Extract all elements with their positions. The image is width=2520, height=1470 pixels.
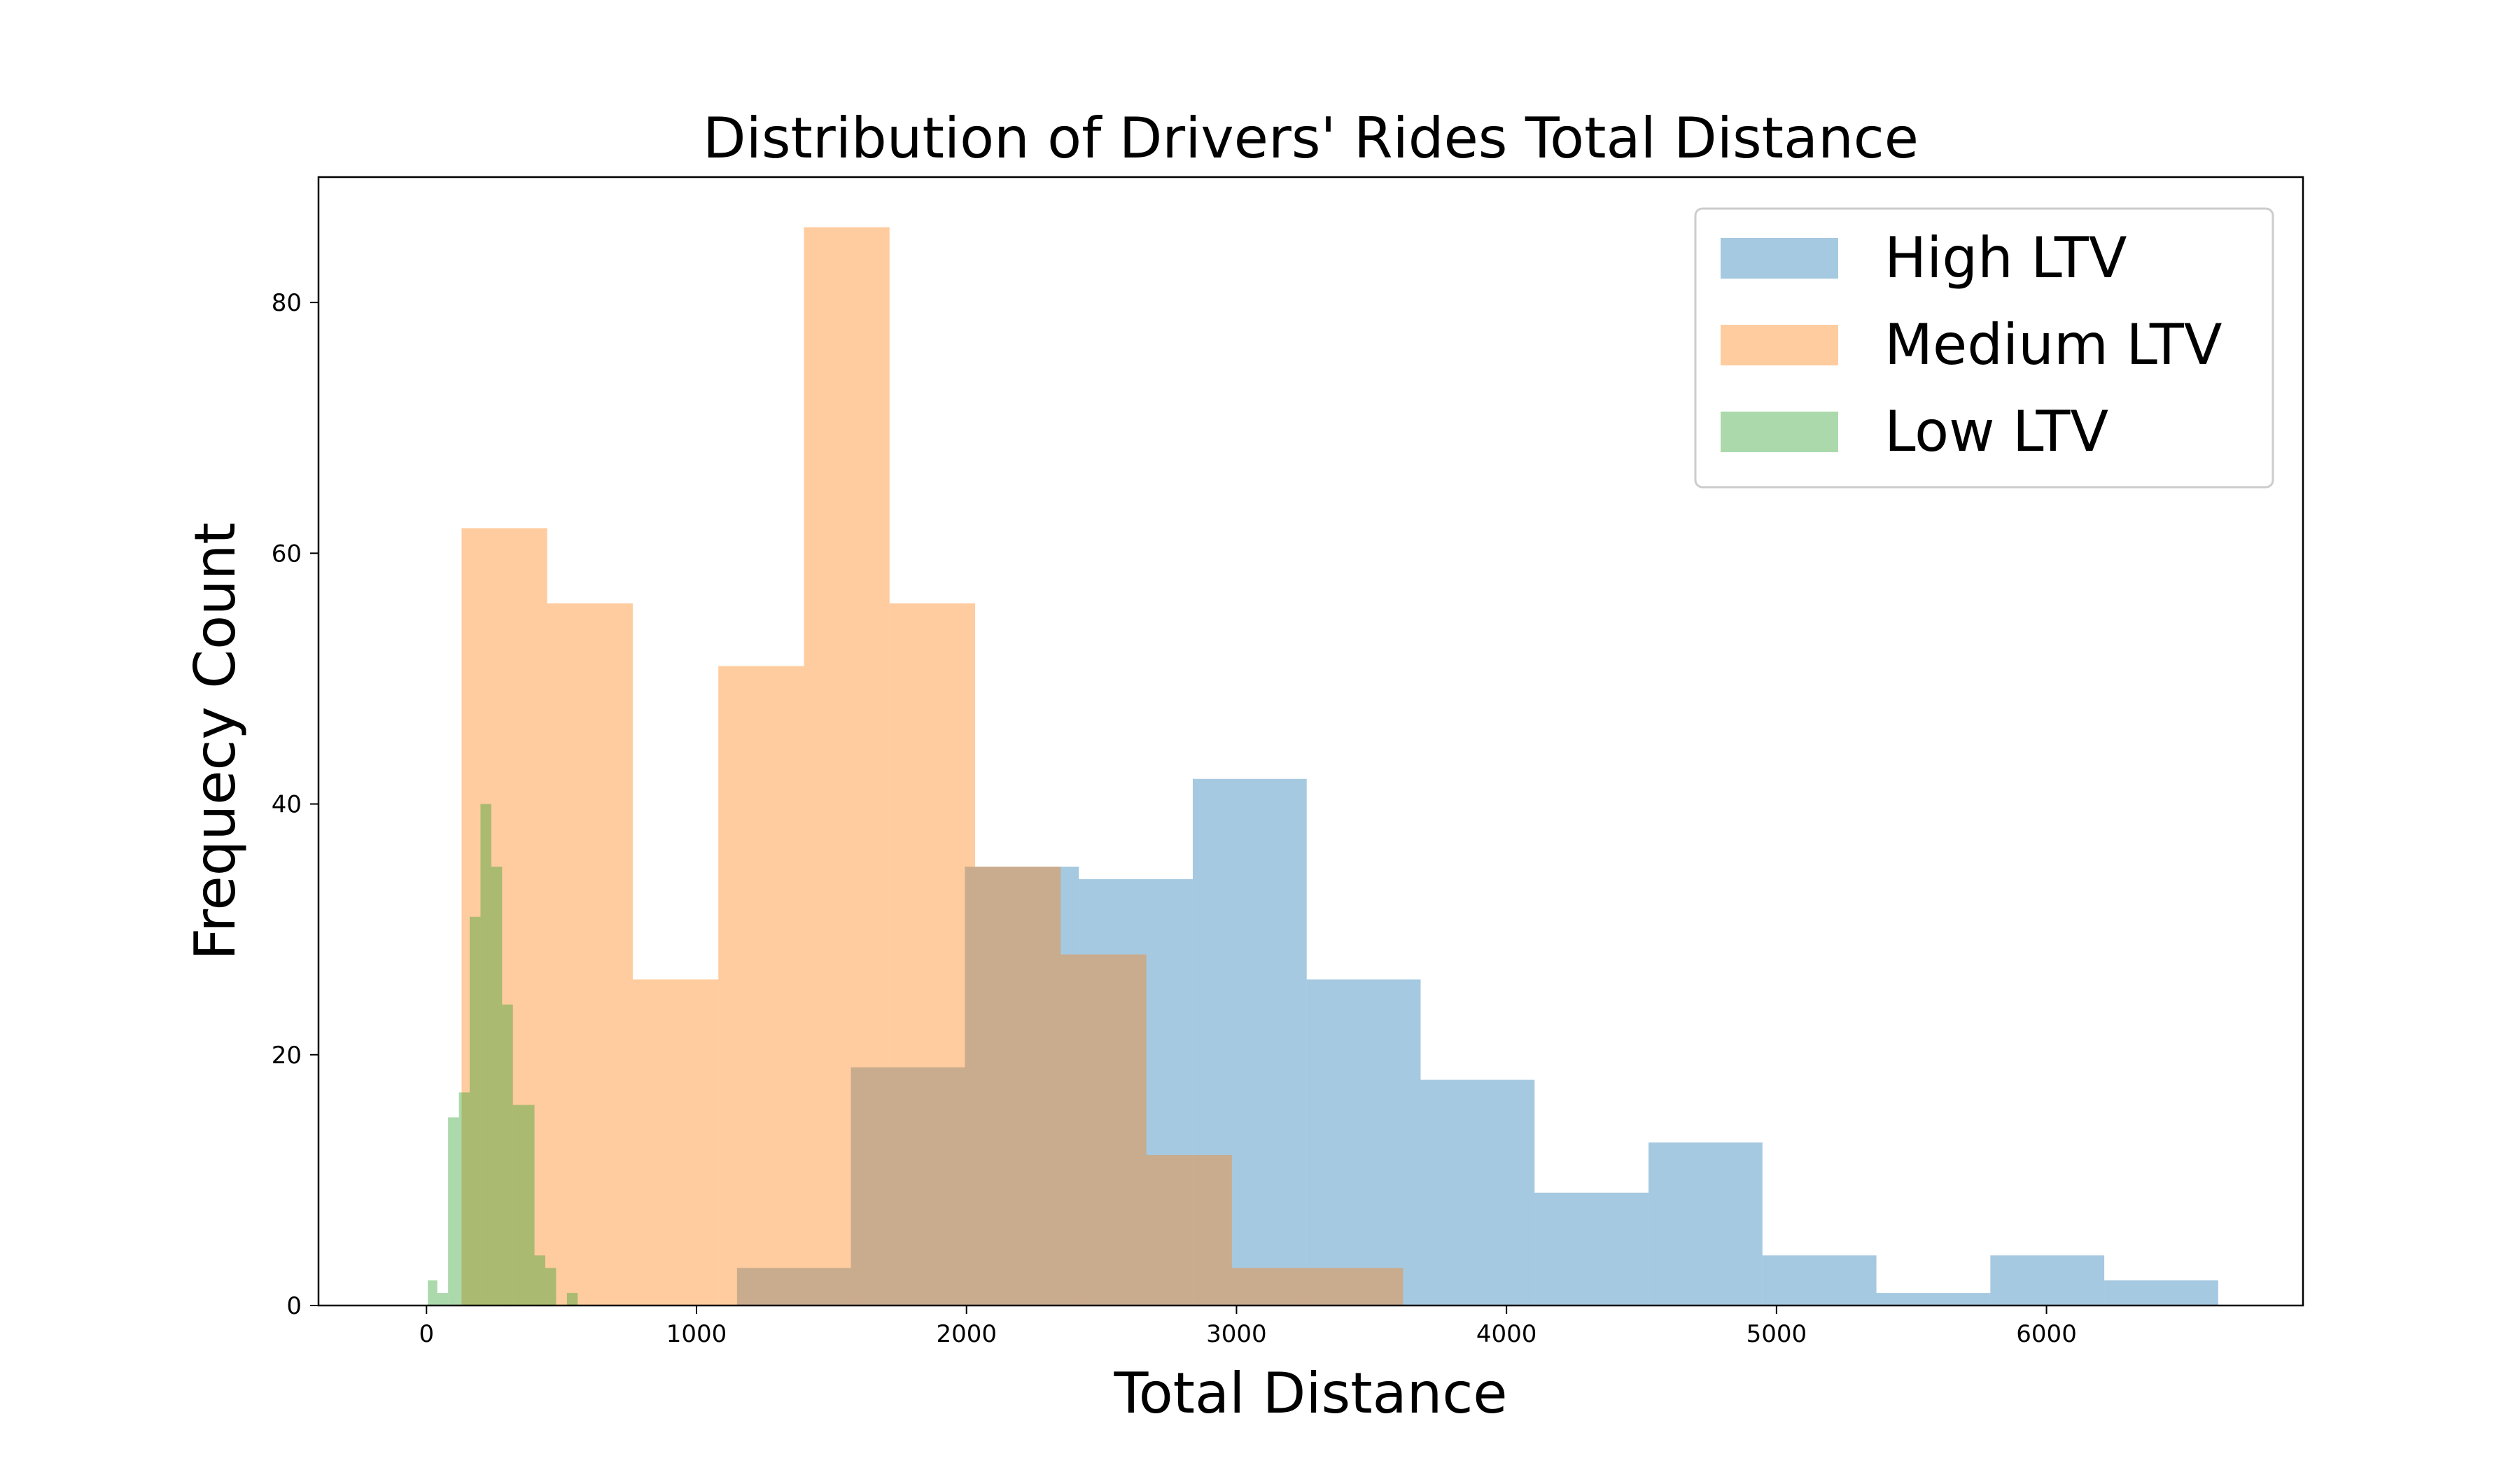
histogram-bar — [1306, 979, 1421, 1306]
x-tick-label: 5000 — [1746, 1320, 1807, 1348]
legend-label: Medium LTV — [1884, 312, 2222, 377]
plot-frame — [317, 176, 2304, 1307]
histogram-bar — [965, 867, 1079, 1306]
y-tick-label: 0 — [286, 1292, 302, 1320]
x-tick-label: 6000 — [2016, 1320, 2077, 1348]
histogram-bar — [889, 603, 976, 1306]
histogram-bar — [1990, 1255, 2105, 1306]
legend-box — [1694, 207, 2274, 489]
histogram-bar — [566, 1293, 578, 1306]
histogram-bar — [491, 867, 503, 1306]
chart-title: Distribution of Drivers' Rides Total Dis… — [703, 106, 1919, 171]
histogram-bar — [1192, 778, 1307, 1306]
histogram-bar — [502, 1004, 513, 1306]
histogram-bar — [632, 979, 719, 1306]
histogram-bar — [1876, 1293, 1991, 1306]
histogram-bar — [448, 1117, 459, 1306]
histogram-bar — [480, 804, 491, 1306]
histogram-bar — [736, 1268, 851, 1306]
histogram-bar — [804, 227, 890, 1306]
histogram-bar — [437, 1293, 449, 1306]
legend: High LTV Medium LTV Low LTV — [1694, 207, 2274, 489]
histogram-bar — [1534, 1192, 1649, 1306]
histogram-bar — [2104, 1280, 2218, 1306]
histogram-bar — [512, 1105, 524, 1306]
histogram-bar — [470, 916, 481, 1306]
y-axis-ticks: 0 20 40 60 80 — [272, 289, 318, 1320]
x-tick-label: 2000 — [936, 1320, 997, 1348]
x-axis-label: Total Distance — [1113, 1361, 1507, 1426]
histogram-bar — [1079, 879, 1193, 1306]
histogram-bar — [534, 1255, 545, 1306]
histogram-bar — [545, 1268, 556, 1306]
histogram-bar — [1231, 1268, 1318, 1306]
x-axis-ticks: 0 1000 2000 3000 4000 5000 6000 — [419, 1306, 2077, 1348]
histogram-bar — [850, 1067, 965, 1306]
x-tick-label: 4000 — [1476, 1320, 1537, 1348]
x-tick-label: 3000 — [1206, 1320, 1267, 1348]
y-tick-label: 60 — [272, 540, 302, 568]
histogram-bars — [428, 227, 2218, 1306]
histogram-bar — [1317, 1268, 1404, 1306]
histogram-bar — [428, 1280, 438, 1306]
histogram-bar — [1648, 1142, 1763, 1306]
y-tick-label: 20 — [272, 1042, 302, 1070]
legend-swatch — [1721, 412, 1838, 452]
y-tick-label: 40 — [272, 791, 302, 819]
histogram-bar — [1420, 1079, 1535, 1306]
legend-label: High LTV — [1884, 225, 2127, 290]
histogram-bar — [1146, 1155, 1232, 1306]
legend-swatch — [1721, 325, 1838, 365]
series-medium-ltv — [461, 227, 1404, 1306]
legend-swatch — [1721, 238, 1838, 279]
histogram-bar — [718, 666, 804, 1306]
histogram-bar — [458, 1092, 470, 1306]
series-high-ltv — [736, 778, 2218, 1306]
histogram-bar — [1060, 954, 1147, 1306]
y-axis-label: Frequecy Count — [183, 522, 248, 960]
y-tick-label: 80 — [272, 289, 302, 317]
histogram-bar — [461, 528, 547, 1306]
histogram-bar — [1762, 1255, 1877, 1306]
histogram-bar — [975, 867, 1061, 1306]
x-tick-label: 1000 — [666, 1320, 727, 1348]
x-tick-label: 0 — [419, 1320, 434, 1348]
legend-label: Low LTV — [1884, 399, 2108, 464]
histogram-bar — [524, 1105, 535, 1306]
histogram-bar — [547, 603, 633, 1306]
series-low-ltv — [428, 804, 578, 1306]
